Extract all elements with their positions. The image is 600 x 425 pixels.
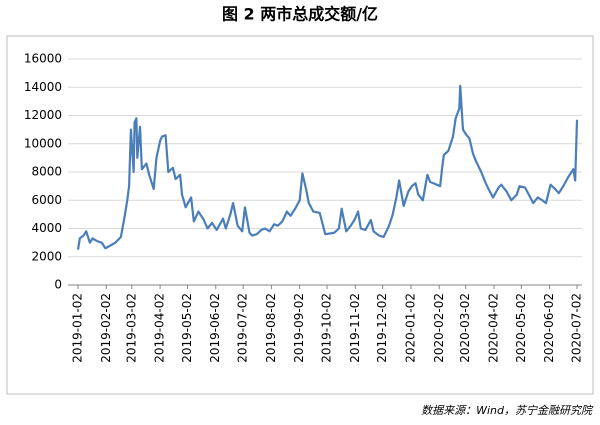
- x-tick-label: 2019-04-02: [153, 293, 167, 363]
- x-tick-label: 2019-01-02: [71, 293, 85, 363]
- x-tick-label: 2019-08-02: [264, 293, 278, 363]
- x-tick-label: 2019-10-02: [320, 293, 334, 363]
- x-tick-label: 2019-09-02: [292, 293, 306, 363]
- y-tick-label: 0: [54, 278, 62, 292]
- x-tick-label: 2019-11-02: [348, 293, 362, 363]
- y-tick-label: 12000: [24, 108, 62, 122]
- y-tick-label: 14000: [24, 80, 62, 94]
- y-tick-label: 6000: [31, 193, 62, 207]
- x-tick-label: 2019-07-02: [236, 293, 250, 363]
- y-tick-label: 8000: [31, 165, 62, 179]
- y-tick-label: 10000: [24, 136, 62, 150]
- chart-title: 图 2 两市总成交额/亿: [222, 5, 378, 24]
- x-tick-label: 2019-12-02: [375, 293, 389, 363]
- x-tick-label: 2020-03-02: [458, 293, 472, 363]
- x-tick-label: 2020-04-02: [486, 293, 500, 363]
- chart-border: [6, 35, 594, 395]
- y-tick-label: 16000: [24, 52, 62, 66]
- x-tick-label: 2020-07-02: [570, 293, 584, 363]
- data-line: [76, 84, 579, 250]
- x-tick-label: 2020-05-02: [514, 293, 528, 363]
- source-note: 数据来源：Wind，苏宁金融研究院: [421, 404, 594, 417]
- y-tick-label: 4000: [31, 221, 62, 235]
- y-tick-label: 2000: [31, 249, 62, 263]
- x-tick-label: 2019-03-02: [124, 293, 138, 363]
- x-tick-label: 2019-06-02: [208, 293, 222, 363]
- x-tick-label: 2020-02-02: [432, 293, 446, 363]
- x-tick-label: 2020-01-02: [403, 293, 417, 363]
- x-tick-label: 2020-06-02: [542, 293, 556, 363]
- x-tick-label: 2019-02-02: [99, 293, 113, 363]
- x-tick-label: 2019-05-02: [180, 293, 194, 363]
